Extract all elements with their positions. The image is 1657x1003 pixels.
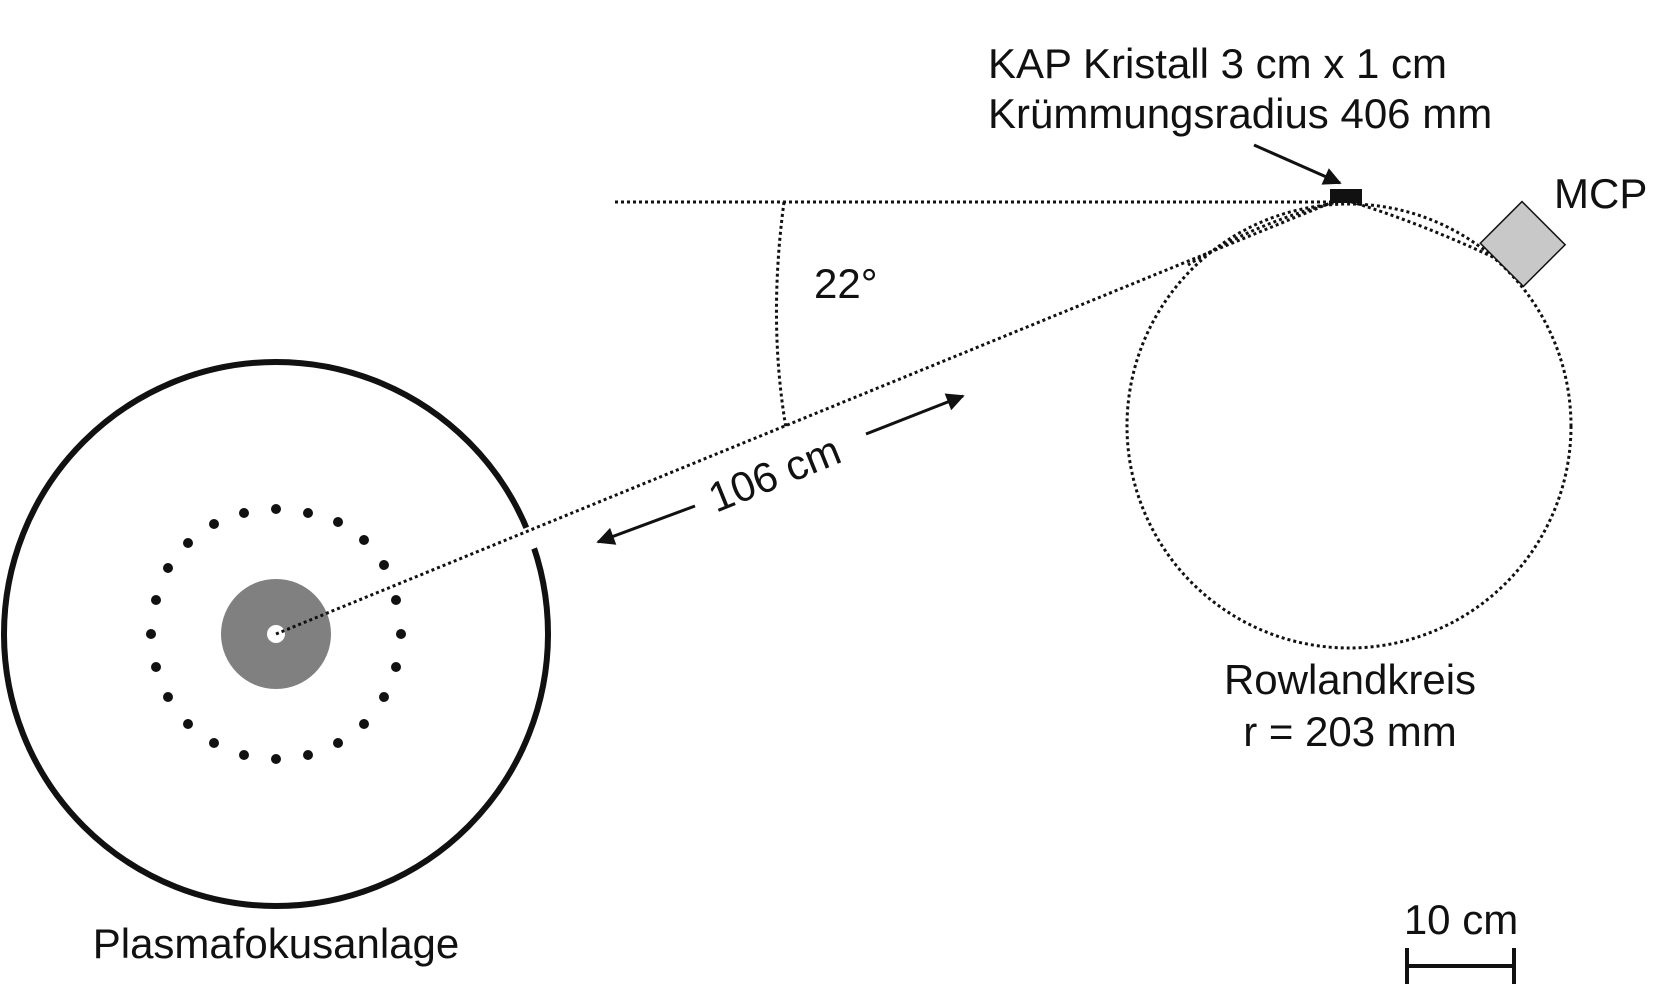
plasma-focus-chamber — [1, 359, 551, 909]
plasma-focus-label: Plasmafokusanlage — [93, 920, 460, 967]
angle-arc — [775, 201, 788, 429]
crystal-label-line1: KAP Kristall 3 cm x 1 cm — [988, 40, 1447, 87]
crystal-pointer-arrow — [1253, 143, 1342, 185]
mcp-label: MCP — [1554, 170, 1647, 217]
rowland-label-line1: Rowlandkreis — [1224, 656, 1476, 703]
distance-arrow-left — [596, 504, 696, 545]
angle-label: 22° — [814, 260, 878, 307]
scale-bar — [1405, 948, 1516, 984]
rowland-label-line2: r = 203 mm — [1243, 708, 1457, 755]
diffracted-ray-lower — [1187, 198, 1346, 267]
mcp-detector — [1479, 200, 1567, 288]
distance-arrow-right — [865, 393, 965, 436]
rowland-circle — [1125, 202, 1573, 650]
scale-bar-label: 10 cm — [1404, 896, 1518, 943]
chamber-outer-wall — [1, 359, 551, 909]
crystal-label-line2: Krümmungsradius 406 mm — [988, 90, 1492, 137]
distance-label: 106 cm — [702, 426, 847, 521]
chamber-window-gap — [509, 522, 547, 556]
line-of-sight — [275, 195, 1346, 636]
kap-crystal — [1330, 189, 1362, 203]
electrode-ring — [146, 504, 406, 764]
diffracted-ray-upper — [1344, 198, 1511, 267]
